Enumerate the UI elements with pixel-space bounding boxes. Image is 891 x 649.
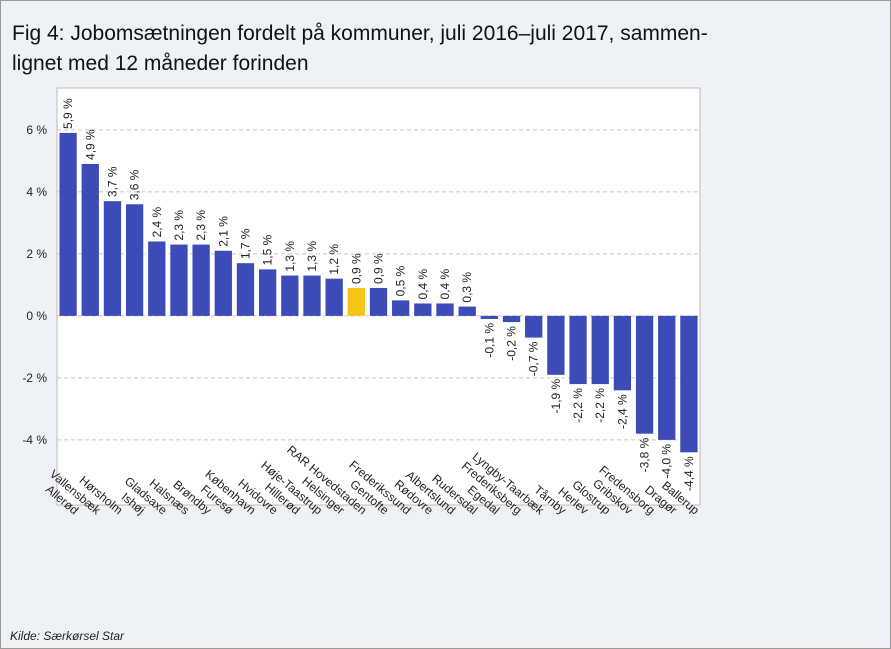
value-label: -0,1 % [482, 323, 496, 358]
value-label: 4,9 % [83, 129, 97, 160]
value-label: 0,3 % [460, 272, 474, 303]
value-label: 1,3 % [283, 241, 297, 272]
bar [214, 250, 232, 316]
value-label: 5,9 % [61, 98, 75, 129]
y-tick-label: 6 % [26, 123, 47, 137]
value-label: 2,4 % [150, 206, 164, 237]
y-tick-label: 4 % [26, 185, 47, 199]
y-tick-label: 0 % [26, 309, 47, 323]
bar [303, 275, 321, 316]
value-label: -2,2 % [571, 388, 585, 423]
value-label: 3,7 % [105, 166, 119, 197]
value-label: 2,3 % [172, 210, 186, 241]
bar [613, 315, 632, 391]
value-label: -2,4 % [615, 394, 629, 429]
bar [635, 315, 654, 434]
value-label: 2,1 % [216, 216, 230, 247]
bar [392, 300, 410, 316]
bar [414, 303, 432, 316]
value-label: 0,4 % [416, 268, 430, 299]
bar [369, 287, 388, 316]
value-label: -3,8 % [638, 437, 652, 472]
value-label: 3,6 % [128, 169, 142, 200]
bar [281, 275, 299, 316]
value-label: -0,7 % [527, 341, 541, 376]
bar [591, 315, 609, 385]
bar [325, 278, 343, 316]
chart-title: Fig 4: Jobomsætningen fordelt på kommune… [12, 22, 708, 45]
bar [192, 244, 210, 316]
source: Kilde: Særkørsel Star [10, 629, 125, 643]
bar [480, 315, 499, 319]
value-label: 1,3 % [305, 241, 319, 272]
y-tick-label: -2 % [22, 371, 47, 385]
bar [525, 315, 543, 338]
bar [436, 303, 454, 316]
value-label: 0,9 % [349, 253, 363, 284]
y-tick-label: 2 % [26, 247, 47, 261]
bar [258, 269, 277, 316]
value-label: -4,4 % [682, 456, 696, 491]
bar [569, 315, 587, 385]
bar [347, 287, 365, 316]
bar [458, 306, 476, 316]
bar [148, 241, 166, 316]
bar [547, 315, 565, 375]
bar [103, 201, 122, 316]
y-tick-label: -4 % [22, 433, 47, 447]
value-label: 2,3 % [194, 210, 208, 241]
bar [502, 315, 521, 323]
value-label: 1,7 % [238, 228, 252, 259]
value-label: -4,0 % [660, 444, 674, 479]
bar [81, 163, 99, 316]
bar [170, 244, 188, 316]
bar [236, 263, 255, 316]
bar [125, 204, 144, 316]
value-label: -1,9 % [549, 378, 563, 413]
value-label: -0,2 % [505, 326, 519, 361]
value-label: 1,2 % [327, 244, 341, 275]
value-label: -2,2 % [593, 388, 607, 423]
bar [59, 132, 77, 316]
value-label: 0,4 % [438, 268, 452, 299]
value-label: 0,5 % [394, 265, 408, 296]
bar [680, 315, 698, 453]
value-label: 0,9 % [372, 253, 386, 284]
chart-title: lignet med 12 måneder forinden [12, 52, 309, 75]
bar [658, 315, 676, 440]
value-label: 1,5 % [261, 234, 275, 265]
